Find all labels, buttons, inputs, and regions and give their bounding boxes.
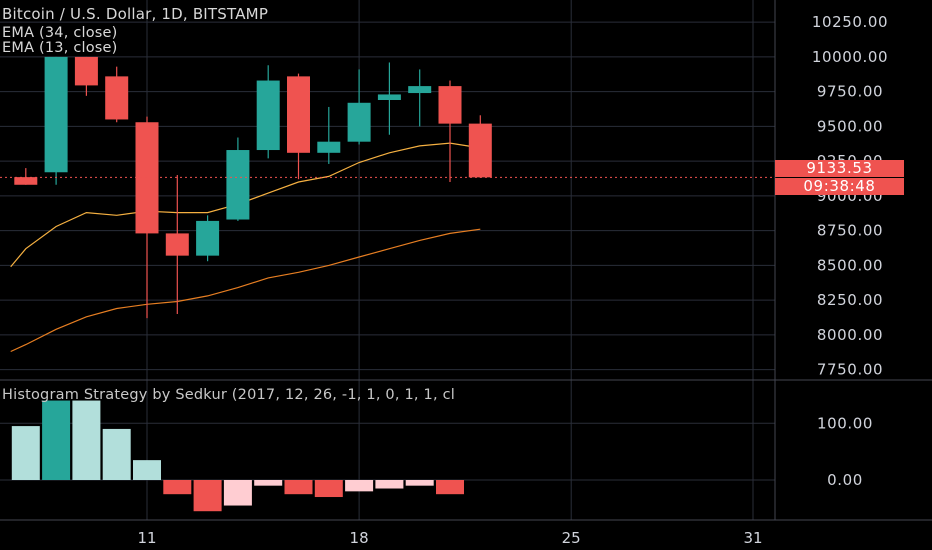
candle-body — [256, 80, 280, 151]
candle-body — [44, 56, 68, 173]
candle-body — [226, 150, 250, 220]
histogram-bar — [284, 480, 313, 495]
x-tick-label: 25 — [562, 529, 581, 547]
y-tick-label: 100.00 — [817, 414, 873, 432]
histogram-bar — [193, 480, 222, 512]
y-tick-label: 9750.00 — [817, 83, 883, 101]
candle-body — [105, 76, 129, 120]
y-tick-label: 8750.00 — [817, 222, 883, 240]
candle-body — [317, 141, 341, 153]
last-price-tag: 9133.53 — [775, 160, 904, 177]
y-tick-label: 8500.00 — [817, 256, 883, 274]
candle-body — [287, 76, 310, 153]
histogram-bar — [254, 480, 283, 486]
histogram-bar — [314, 480, 343, 498]
histogram-bar — [72, 400, 101, 480]
histogram-bar — [42, 400, 71, 480]
y-tick-label: 8000.00 — [817, 326, 883, 344]
candle-body — [165, 233, 189, 256]
candle-body — [14, 177, 38, 185]
y-tick-label: 9500.00 — [817, 117, 883, 135]
y-tick-label: 10000.00 — [812, 48, 888, 66]
ema-34-legend: EMA (34, close) — [2, 25, 118, 41]
indicator-legend: Histogram Strategy by Sedkur (2017, 12, … — [2, 387, 455, 403]
histogram-bar — [405, 480, 434, 486]
histogram-bar — [11, 426, 40, 480]
histogram-bar — [102, 428, 131, 480]
candle-body — [74, 56, 98, 86]
x-tick-label: 18 — [350, 529, 369, 547]
candle-body — [347, 102, 371, 142]
candle-body — [438, 86, 462, 124]
ema-13-legend: EMA (13, close) — [2, 40, 118, 56]
histogram-bar — [375, 480, 404, 489]
candle-body — [196, 220, 220, 256]
candle-body — [468, 123, 492, 178]
histogram-bar — [133, 460, 161, 480]
histogram-bar — [345, 480, 374, 492]
histogram-bar — [436, 480, 464, 495]
y-tick-label: 10250.00 — [812, 13, 888, 31]
chart-title: Bitcoin / U.S. Dollar, 1D, BITSTAMP — [2, 5, 269, 23]
y-tick-label: 7750.00 — [817, 361, 883, 379]
x-tick-label: 31 — [743, 529, 762, 547]
x-tick-label: 11 — [137, 529, 156, 547]
histogram-bar — [163, 480, 192, 495]
countdown-tag: 09:38:48 — [775, 178, 904, 195]
y-tick-label: 0.00 — [827, 471, 863, 489]
histogram-bar — [223, 480, 252, 506]
ema-34-line — [10, 228, 481, 353]
y-tick-label: 8250.00 — [817, 291, 883, 309]
candle-body — [377, 94, 401, 101]
candle-body — [408, 86, 432, 94]
